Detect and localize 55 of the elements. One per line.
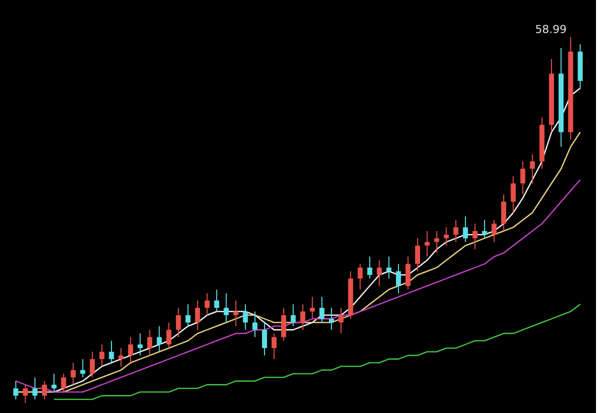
candlestick [70,362,76,386]
candlestick [233,300,238,327]
candlestick [472,223,478,250]
candlestick [328,307,334,330]
candlestick [108,340,114,364]
candlestick [22,384,28,404]
candlestick [444,226,449,246]
candlestick [453,220,458,242]
candlestick [272,332,277,360]
candlestick [358,263,363,290]
candlestick [61,373,66,393]
candlestick [367,256,372,280]
candlestick [501,194,506,232]
candlestick [90,351,95,378]
candlestick [185,304,190,327]
candlestick [13,380,18,400]
candlestick [290,304,296,327]
candlestick [224,292,229,323]
candlestick [252,311,258,338]
candlestick [338,307,344,334]
candlestick [156,326,162,352]
candlestick [424,230,430,258]
candlestick [214,289,220,312]
candlestick [118,348,124,367]
candlestick [376,260,382,286]
candlestick [147,329,152,356]
candlestick [386,256,392,280]
candlestick [138,332,143,356]
candlestick [281,307,286,342]
candlestick [99,344,104,367]
candlestick [530,154,535,184]
candlestick [42,380,47,400]
candlestick [462,216,468,242]
candlestick [242,304,248,330]
candlestick [204,292,210,316]
candlestick [128,336,134,364]
candlestick [520,160,526,195]
candlestick [406,256,411,290]
candlestick [492,220,497,242]
candlestick [482,220,488,239]
candlestick [300,304,306,330]
candlestick [415,238,420,272]
candlestick [396,263,401,294]
candlestick [434,230,440,254]
candlestick [176,307,181,338]
candlestick [32,376,38,400]
candlestick [319,296,324,323]
candlestick [510,176,516,214]
candlestick [262,322,268,356]
candlestick [80,358,86,378]
candlestick [166,322,172,349]
candlestick [52,373,57,393]
text: 58.99 [535,23,567,36]
candlestick [195,300,200,330]
candlestick [310,296,315,320]
